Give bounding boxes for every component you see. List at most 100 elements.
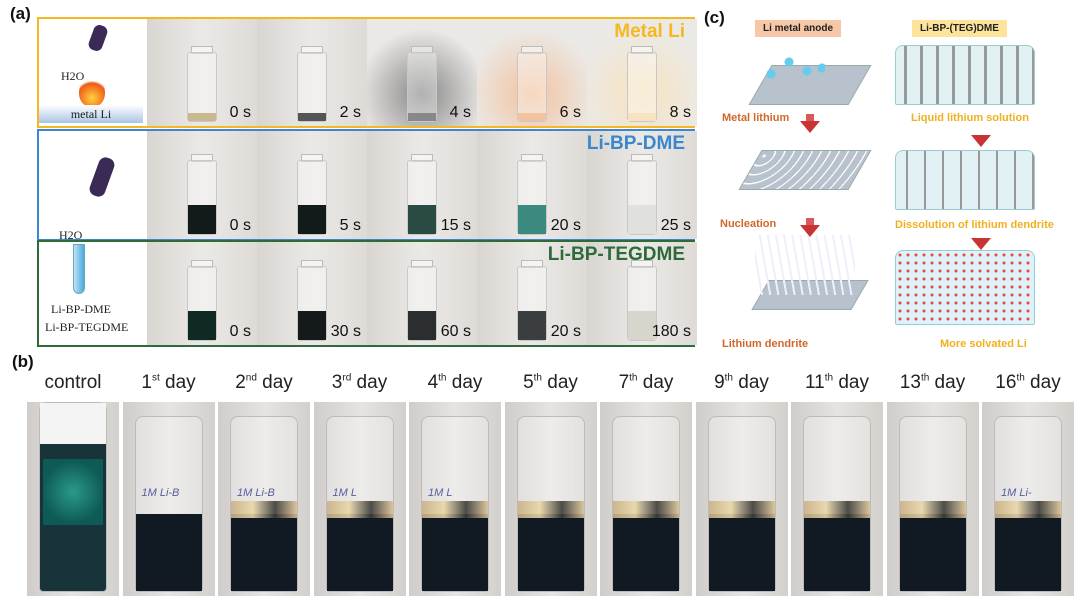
row-title: Li-BP-DME: [586, 133, 685, 154]
day-suffix: th: [1016, 372, 1025, 384]
vial-residue: [517, 500, 584, 518]
day-number: 9: [714, 372, 725, 393]
dendrite-icon: [755, 235, 855, 295]
step-dissolution: Dissolution of lithium dendrite: [895, 219, 1054, 231]
row-1: 0 s 2 s 4 s 6 s 8 s Metal Li: [37, 17, 697, 128]
li-bp-tegdme-label: Li-BP-TEGDME: [45, 320, 129, 334]
vial-contents: [298, 204, 326, 234]
time-label: 0 s: [229, 217, 251, 234]
vial-photo: 180 s: [587, 242, 697, 345]
day-word: day: [733, 372, 769, 393]
vial-liquid: [995, 514, 1061, 591]
vial-handwriting: 1M Li-: [1001, 486, 1032, 499]
vial-liquid: [899, 514, 966, 591]
day-word: day: [256, 372, 293, 393]
vial-contents: [188, 310, 216, 340]
step-metal-lithium: Metal lithium: [722, 112, 790, 124]
vial-neck: [521, 46, 543, 54]
day-vial-photo: 1M Li-B: [122, 402, 215, 596]
day-label: 9th day: [694, 372, 790, 394]
vial-photo: 0 s: [147, 131, 257, 239]
day-suffix: rd: [342, 372, 352, 384]
day-word: day: [351, 372, 388, 393]
vial-handwriting: 1M Li-B: [237, 486, 275, 499]
time-label: 0 s: [229, 104, 251, 121]
day-label: 1st day: [121, 372, 217, 394]
day-number: control: [44, 372, 102, 393]
vial: [517, 52, 547, 122]
panel-b-label: (b): [12, 352, 34, 371]
metal-li-illustration: H2O metal Li: [39, 19, 145, 125]
vial: [407, 266, 437, 341]
day-number: 2: [235, 372, 246, 393]
panel-a-label: (a): [10, 4, 31, 23]
time-label: 0 s: [229, 323, 251, 340]
day-word: day: [637, 372, 674, 393]
day-label: 13th day: [885, 372, 981, 394]
vial-liquid: [135, 514, 202, 591]
day-label: 4th day: [407, 372, 503, 394]
vial-contents: [188, 112, 216, 121]
day-number: 16: [995, 372, 1017, 393]
vial-neck: [411, 260, 433, 268]
dissolution-tank: [895, 150, 1035, 210]
vial-photo: 8 s: [587, 19, 697, 126]
vial-photo: 0 s: [147, 242, 257, 345]
row-title: Li-BP-TEGDME: [547, 244, 685, 265]
time-label: 25 s: [660, 217, 691, 234]
day-word: day: [542, 372, 578, 393]
time-label: 5 s: [339, 217, 361, 234]
time-label: 4 s: [449, 104, 471, 121]
vial: 1M L: [325, 416, 394, 592]
vial-handwriting: 1M L: [332, 486, 357, 499]
vial-neck: [191, 154, 213, 162]
water-label: H2O: [59, 228, 83, 242]
vial-neck: [191, 46, 213, 54]
vial-photo: 30 s: [257, 242, 367, 345]
day-vial-photo: 1M Li-B: [218, 402, 310, 596]
metal-li-label: metal Li: [39, 105, 143, 123]
vial-neck: [631, 260, 653, 268]
vial-contents: [628, 112, 656, 121]
day-suffix: th: [533, 372, 542, 384]
time-label: 2 s: [339, 104, 361, 121]
day-number: 5: [523, 372, 534, 393]
vial-residue: [613, 500, 679, 518]
arrow-stem: [806, 218, 814, 226]
vial-residue: [231, 500, 297, 518]
li-ion-icon: [765, 50, 825, 80]
vial-photo: 60 s: [367, 242, 477, 345]
time-label: 6 s: [559, 104, 581, 121]
day-label: control: [25, 372, 121, 394]
vial: [627, 52, 657, 122]
vial-neck: [301, 46, 323, 54]
step-more-solvated: More solvated Li: [940, 338, 1027, 350]
vial-liquid: [231, 514, 297, 591]
vial-residue: [899, 500, 966, 518]
time-label: 20 s: [550, 323, 581, 340]
vial: 1M Li-B: [230, 416, 298, 592]
day-word: day: [159, 372, 196, 393]
vial: [297, 160, 327, 235]
vial-contents: [298, 112, 326, 121]
vial: [517, 266, 547, 341]
day-number: 11: [805, 372, 825, 393]
vial-neck: [301, 154, 323, 162]
vial-residue: [804, 500, 870, 518]
vial-neck: [631, 46, 653, 54]
day-vial-photo: [600, 402, 692, 596]
vial-cap: [40, 403, 106, 445]
vial: [517, 160, 547, 235]
day-number: 13: [899, 372, 921, 393]
li-bp-dme-label: Li-BP-DME: [51, 302, 111, 316]
green-solution: [43, 459, 103, 526]
day-label: 16th day: [980, 372, 1076, 394]
pipette-hand-icon: [86, 23, 110, 53]
solution-illustration: H2O Li-BP-DME Li-BP-TEGDME: [39, 132, 145, 344]
water-label: H2O: [61, 69, 85, 83]
vial-residue: [708, 500, 775, 518]
time-label: 60 s: [440, 323, 471, 340]
vial: [898, 416, 967, 592]
row-2: 0 s 5 s 15 s 20 s 25 s Li-BP-DME: [37, 129, 697, 241]
day-suffix: nd: [245, 372, 257, 384]
